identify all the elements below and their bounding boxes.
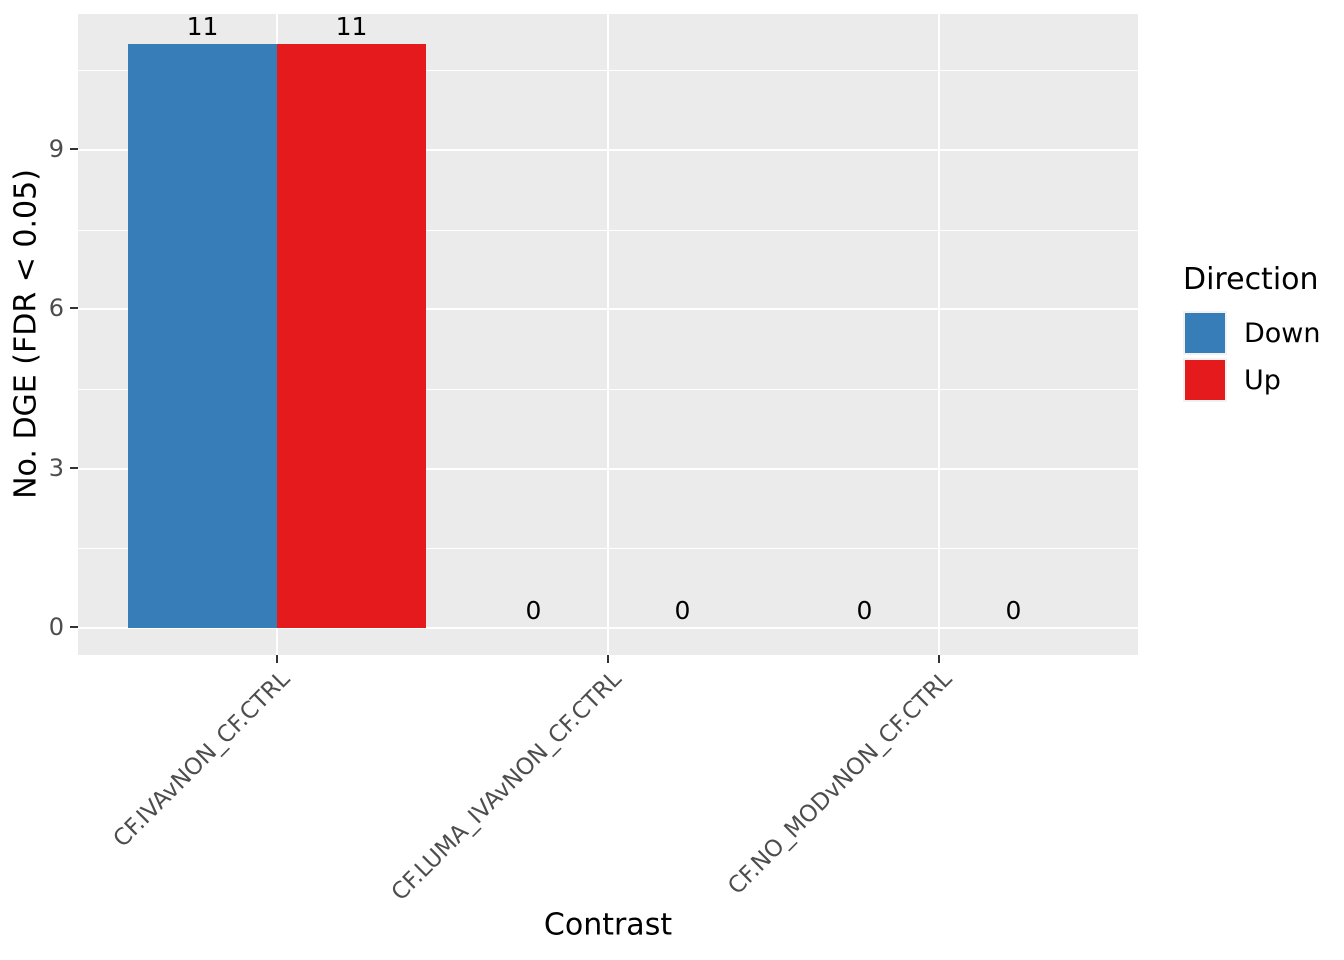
x-axis-tick: [607, 655, 609, 663]
x-tick-label: CF.LUMA_IVAvNON_CF.CTRL: [386, 666, 627, 906]
y-axis-tick: [70, 626, 78, 628]
bar-value-label: 0: [856, 596, 873, 625]
gridline-v-major: [607, 14, 609, 655]
down-color-swatch: [1185, 313, 1225, 353]
x-axis-tick: [938, 655, 940, 663]
x-axis-tick: [276, 655, 278, 663]
legend-entry-down: Down: [1183, 311, 1321, 355]
bar-up: [277, 43, 426, 628]
bar-value-label: 11: [186, 11, 219, 41]
y-axis-tick: [70, 307, 78, 309]
legend: Direction Down Up: [1183, 262, 1321, 405]
up-color-swatch: [1185, 360, 1225, 400]
y-tick-label: 0: [48, 613, 64, 641]
plot-panel: 11 11 0 0 0 0: [78, 11, 1138, 655]
y-tick-label: 6: [48, 294, 64, 322]
x-axis-title: Contrast: [543, 907, 673, 943]
bar-value-label: 0: [1005, 596, 1022, 625]
y-axis-title: No. DGE (FDR < 0.05): [8, 169, 44, 499]
x-tick-label: CF.IVAvNON_CF.CTRL: [108, 666, 296, 853]
bar-value-label: 0: [674, 596, 691, 625]
gridline-v-major: [938, 14, 940, 655]
legend-entry-up: Up: [1183, 358, 1321, 402]
y-axis-tick: [70, 148, 78, 150]
legend-title: Direction: [1183, 262, 1319, 297]
y-axis-tick: [70, 467, 78, 469]
legend-key: [1183, 311, 1227, 355]
y-tick-label: 3: [48, 454, 64, 482]
legend-label-down: Down: [1244, 317, 1321, 349]
bar-value-label: 11: [335, 11, 368, 41]
y-tick-label: 9: [48, 135, 64, 163]
legend-label-up: Up: [1244, 364, 1281, 396]
x-tick-label: CF.NO_MODvNON_CF.CTRL: [723, 666, 958, 900]
legend-key: [1183, 358, 1227, 402]
bar-value-label: 0: [525, 596, 542, 625]
bar-down: [128, 43, 277, 628]
